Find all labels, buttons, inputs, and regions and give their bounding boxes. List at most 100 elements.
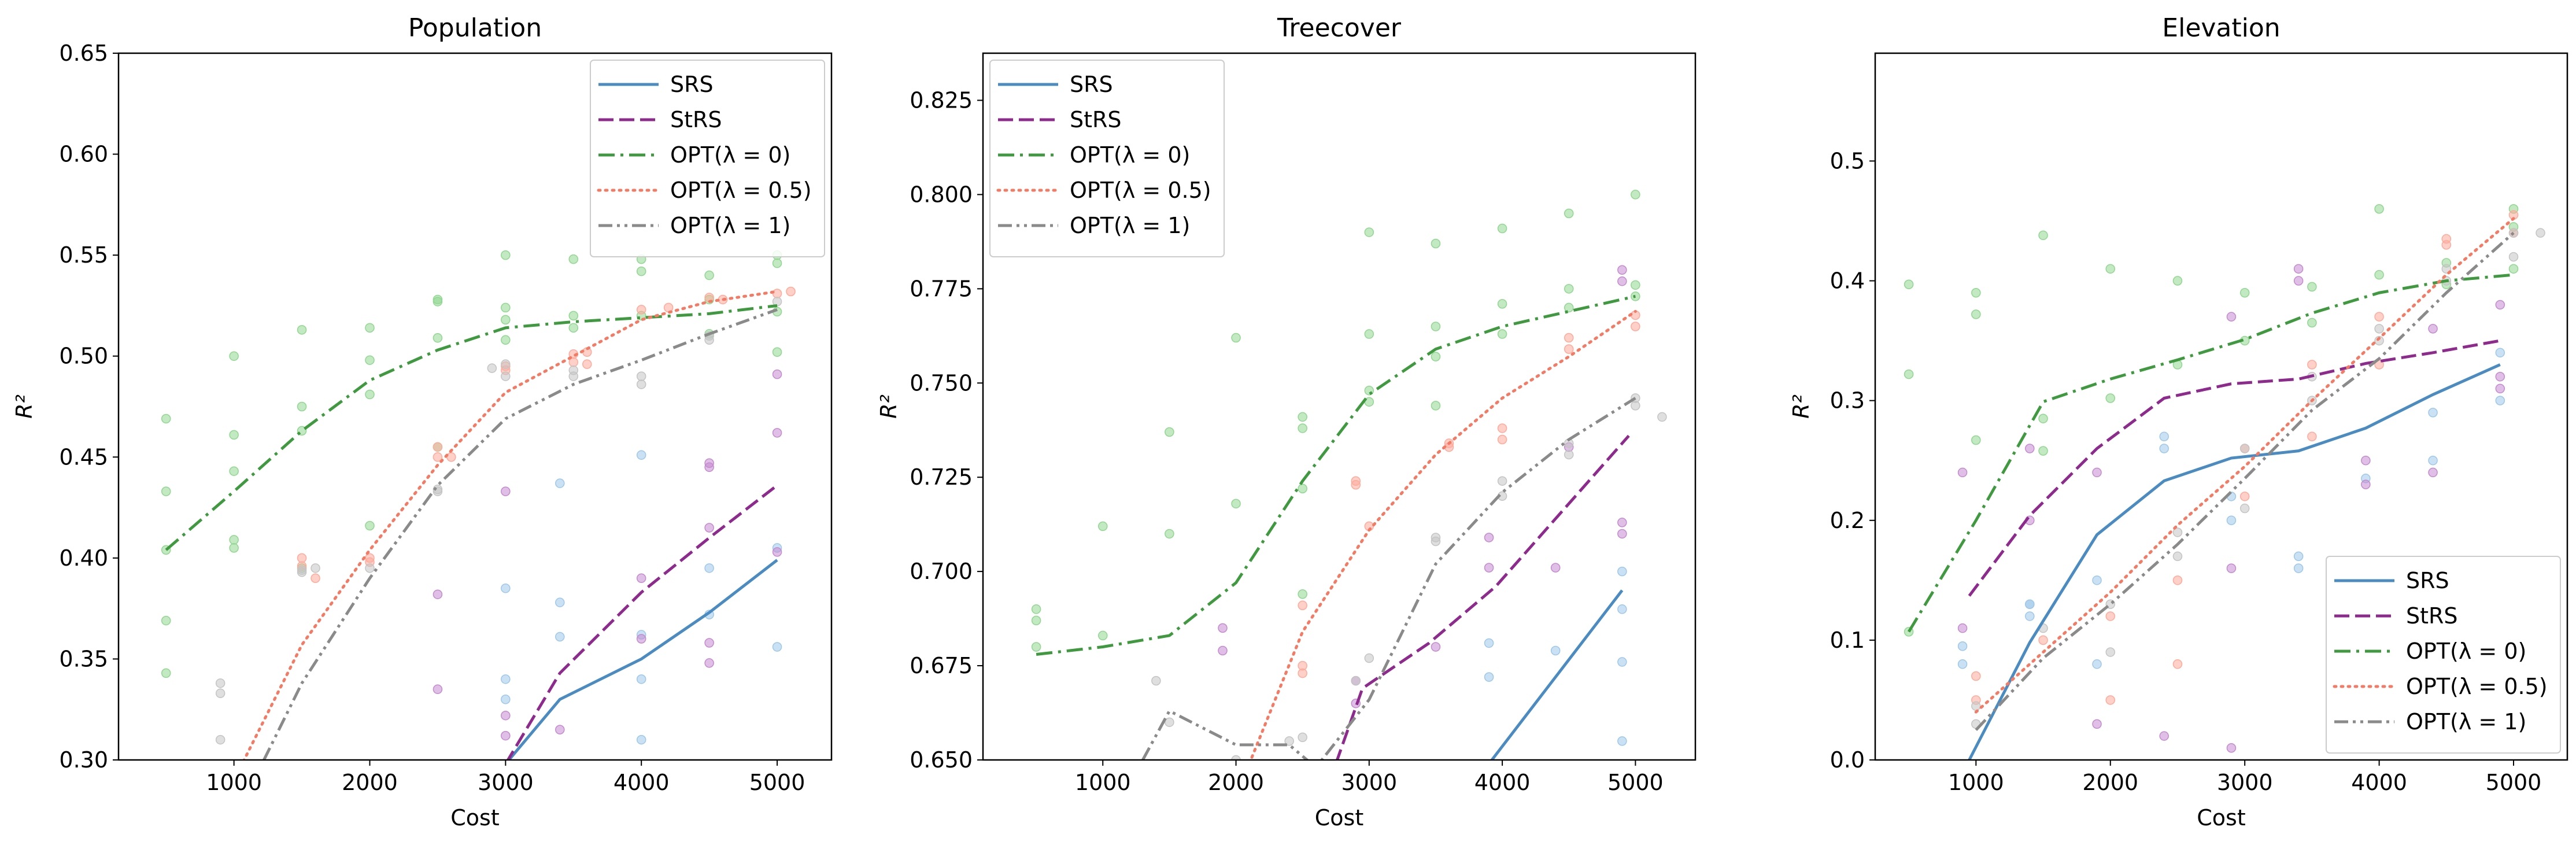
scatter-point-opt05 <box>1298 668 1307 678</box>
scatter-point-opt1 <box>311 563 320 573</box>
scatter-point-opt1 <box>704 335 714 345</box>
series-line-srs <box>1968 363 2501 760</box>
series-line-strs <box>1968 339 2501 597</box>
scatter-point-opt0 <box>161 414 171 424</box>
scatter-point-opt0 <box>229 351 239 361</box>
y-axis-label: R² <box>876 394 901 419</box>
scatter-point-strs <box>2495 371 2505 382</box>
scatter-point-opt1 <box>215 734 226 745</box>
legend: SRS StRS OPT(λ = 0) OPT(λ = 0.5) OPT(λ = 1) <box>2326 556 2561 754</box>
scatter-point-strs <box>2495 300 2505 310</box>
scatter-point-opt0 <box>365 323 375 333</box>
y-tick-label: 0.55 <box>59 242 108 268</box>
y-tick-label: 0.700 <box>910 559 973 584</box>
scatter-point-opt1 <box>297 567 307 577</box>
scatter-point-opt05 <box>2441 240 2452 250</box>
x-axis-label: Cost <box>1315 805 1363 830</box>
scatter-point-opt0 <box>1231 333 1241 343</box>
scatter-point-opt1 <box>2239 444 2250 453</box>
y-tick-label: 0.2 <box>1830 508 1865 533</box>
scatter-point-opt0 <box>1971 287 1981 298</box>
scatter-point-opt1 <box>1631 401 1640 411</box>
series-line-strs <box>506 484 778 760</box>
scatter-point-opt0 <box>2038 230 2048 241</box>
scatter-point-opt0 <box>568 254 579 264</box>
scatter-point-opt0 <box>365 389 375 400</box>
x-tick-label: 4000 <box>2351 770 2407 795</box>
scatter-point-strs <box>501 486 511 496</box>
scatter-point-strs <box>1617 518 1627 527</box>
series-line-opt0 <box>1036 294 1636 656</box>
scatter-point-opt05 <box>636 305 646 315</box>
series-line-strs <box>1335 434 1630 760</box>
scatter-point-opt05 <box>2374 312 2384 322</box>
plot-frame <box>982 52 1697 761</box>
y-tick-label: 0.3 <box>1830 388 1865 414</box>
scatter-layer <box>1031 190 1667 760</box>
scatter-point-strs <box>704 523 714 533</box>
scatter-point-strs <box>1957 467 1968 478</box>
y-tick-label: 0.65 <box>59 40 108 66</box>
y-tick-label: 0.0 <box>1830 747 1865 773</box>
legend: SRS StRS OPT(λ = 0) OPT(λ = 0.5) OPT(λ = 1) <box>590 60 825 257</box>
legend-label: OPT(λ = 0) <box>1070 142 1190 168</box>
scatter-point-strs <box>433 684 443 695</box>
scatter-point-opt0 <box>1431 322 1441 331</box>
scatter-point-opt0 <box>1564 302 1574 313</box>
scatter-point-opt0 <box>1431 352 1441 361</box>
scatter-point-opt05 <box>2239 492 2250 501</box>
scatter-point-opt0 <box>1971 309 1981 319</box>
scatter-point-srs <box>2025 599 2035 609</box>
scatter-point-srs <box>1957 659 1968 669</box>
scatter-point-strs <box>1617 265 1627 275</box>
scatter-point-srs <box>1957 641 1968 651</box>
scatter-point-strs <box>2092 467 2102 478</box>
scatter-point-opt0 <box>433 297 443 307</box>
scatter-point-opt1 <box>1151 675 1161 686</box>
scatter-point-opt1 <box>1431 536 1441 547</box>
legend-label: OPT(λ = 0) <box>670 142 790 168</box>
scatter-point-opt05 <box>2105 611 2115 621</box>
x-tick-label: 3000 <box>478 770 534 795</box>
x-tick-label: 4000 <box>613 770 670 795</box>
scatter-point-srs <box>636 734 646 745</box>
scatter-point-strs <box>704 658 714 668</box>
scatter-point-strs <box>636 634 646 644</box>
scatter-point-opt1 <box>1351 675 1361 686</box>
scatter-point-strs <box>1218 645 1228 656</box>
scatter-point-opt0 <box>1231 499 1241 509</box>
series-layer <box>1036 294 1637 760</box>
y-tick-label: 0.30 <box>59 747 108 773</box>
x-tick-label: 1000 <box>1075 770 1131 795</box>
scatter-point-opt05 <box>2105 695 2115 705</box>
scatter-point-opt0 <box>1098 521 1108 531</box>
y-tick-label: 0.725 <box>910 464 973 490</box>
scatter-point-opt0 <box>568 311 579 321</box>
scatter-point-opt0 <box>2508 264 2519 274</box>
scatter-point-strs <box>2293 264 2304 274</box>
scatter-point-srs <box>2092 659 2102 669</box>
legend-label: OPT(λ = 0.5) <box>2406 674 2548 699</box>
scatter-point-opt0 <box>297 401 307 412</box>
scatter-point-strs <box>1957 623 1968 633</box>
scatter-point-srs <box>2226 515 2237 526</box>
scatter-point-opt05 <box>1351 479 1361 490</box>
scatter-point-opt05 <box>1298 600 1307 611</box>
scatter-point-opt05 <box>446 452 456 462</box>
legend-label: OPT(λ = 1) <box>670 213 790 238</box>
scatter-point-opt1 <box>1364 653 1374 663</box>
scatter-point-strs <box>2428 324 2438 334</box>
y-tick-label: 0.60 <box>59 142 108 167</box>
y-tick-label: 0.650 <box>910 747 973 773</box>
scatter-point-srs <box>772 642 782 652</box>
scatter-point-opt0 <box>1298 412 1307 422</box>
scatter-point-strs <box>2159 731 2169 741</box>
x-tick-label: 5000 <box>749 770 805 795</box>
scatter-point-opt0 <box>229 535 239 545</box>
scatter-point-opt0 <box>772 347 782 357</box>
x-tick-label: 2000 <box>342 770 398 795</box>
scatter-point-opt05 <box>786 286 796 297</box>
scatter-point-strs <box>772 369 782 379</box>
y-tick-label: 0.750 <box>910 370 973 396</box>
